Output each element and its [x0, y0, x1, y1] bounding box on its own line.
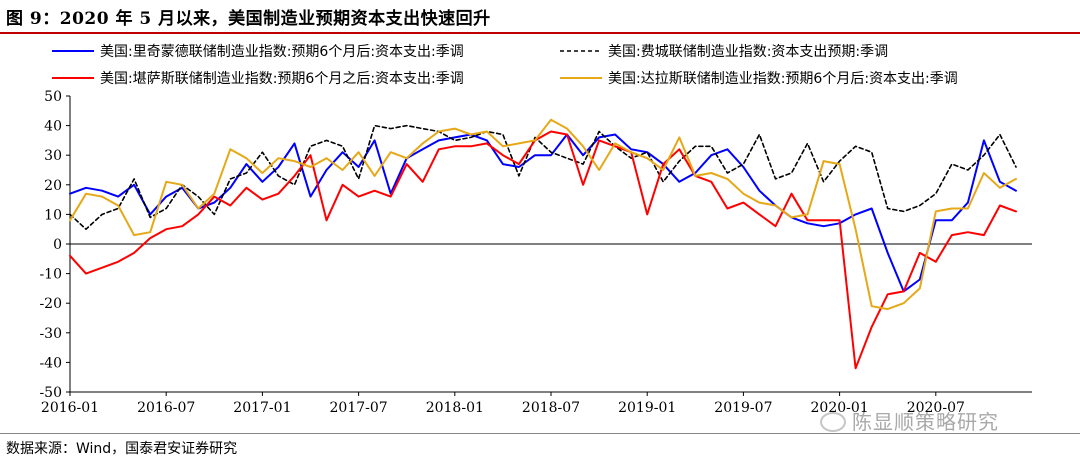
y-tick-label: 50	[44, 89, 62, 105]
legend-label-3: 美国:堪萨斯联储制造业指数:预期6个月之后:资本支出:季调	[100, 71, 464, 87]
x-tick-label: 2018-07	[522, 400, 580, 416]
series-line-1	[69, 133, 1017, 293]
y-tick-label: -20	[39, 296, 62, 312]
chart-legend: 美国:里奇蒙德联储制造业指数:预期6个月后:资本支出:季调 美国:费城联储制造业指…	[52, 43, 958, 87]
y-tick-label: 40	[44, 119, 62, 135]
x-tick-label: 2020-07	[907, 400, 965, 416]
x-tick-label: 2017-07	[330, 400, 388, 416]
title-divider	[0, 32, 1080, 34]
x-tick-label: 2019-07	[714, 400, 772, 416]
legend-label-1: 美国:里奇蒙德联储制造业指数:预期6个月后:资本支出:季调	[100, 43, 464, 60]
legend-label-2: 美国:费城联储制造业指数:资本支出预期:季调	[608, 44, 888, 60]
x-tick-label: 2016-01	[41, 400, 99, 416]
chart-series	[69, 118, 1017, 370]
y-tick-label: -40	[39, 355, 62, 371]
series-line-3	[69, 130, 1017, 370]
x-tick-label: 2018-01	[426, 400, 484, 416]
y-tick-label: 10	[44, 207, 62, 223]
legend-label-4: 美国:达拉斯联储制造业指数:预期6个月后:资本支出:季调	[608, 71, 958, 87]
y-tick-label: -50	[39, 385, 62, 401]
watermark-text: 陈显顺策略研究	[852, 410, 999, 434]
y-tick-label: 0	[53, 237, 62, 253]
wechat-icon	[820, 412, 846, 432]
x-tick-label: 2016-07	[137, 400, 195, 416]
x-tick-label: 2019-01	[618, 400, 676, 416]
y-tick-label: -10	[39, 267, 62, 283]
y-tick-label: 20	[44, 178, 62, 194]
y-tick-label: 30	[44, 148, 62, 164]
series-line-2	[69, 124, 1017, 230]
source-note: 数据来源：Wind，国泰君安证券研究	[6, 441, 238, 457]
series-line-4	[69, 118, 1017, 311]
figure-title: 图 9：2020 年 5 月以来，美国制造业预期资本支出快速回升	[6, 9, 491, 29]
x-tick-label: 2020-01	[811, 400, 869, 416]
x-tick-label: 2017-01	[233, 400, 291, 416]
line-chart: 美国:里奇蒙德联储制造业指数:预期6个月后:资本支出:季调 美国:费城联储制造业指…	[39, 43, 1032, 416]
source-divider	[0, 433, 1080, 434]
y-tick-label: -30	[39, 326, 62, 342]
